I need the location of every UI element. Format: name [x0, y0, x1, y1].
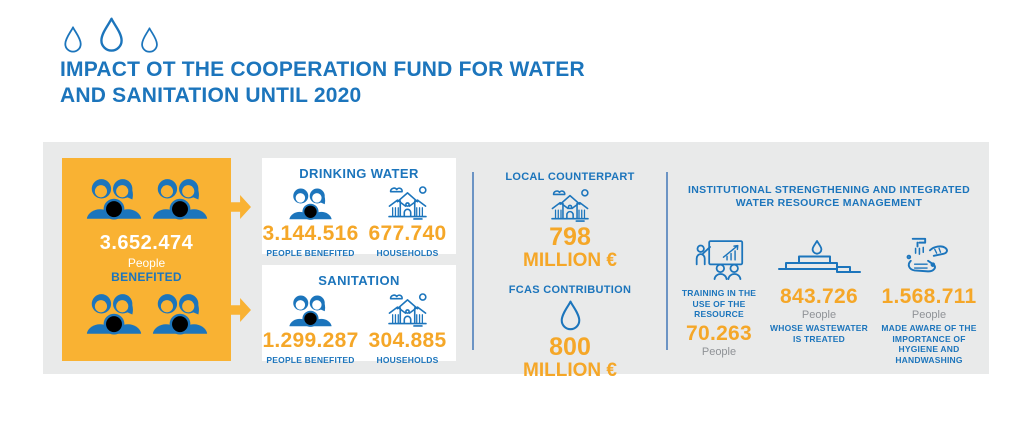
vertical-divider	[666, 172, 668, 350]
fcas-contribution-unit: MILLION €	[523, 360, 617, 381]
page-title-line1: IMPACT OT THE COOPERATION FUND FOR WATER	[60, 58, 585, 81]
funding-column: LOCAL COUNTERPART 798 MILLION € FCAS CON…	[495, 142, 645, 381]
drinking-water-households-value: 677.740	[368, 222, 447, 245]
people-group-icons-row	[85, 176, 209, 222]
institutional-title: INSTITUTIONAL STRENGTHENING AND INTEGRAT…	[673, 184, 985, 210]
vertical-divider	[472, 172, 474, 350]
wastewater-label: WHOSE WASTEWATER IS TREATED	[770, 323, 868, 344]
drinking-water-households-label: HOUSEHOLDS	[376, 248, 439, 258]
people-group-icons-row	[85, 291, 209, 337]
sanitation-people-label: PEOPLE BENEFITED	[266, 355, 355, 365]
sanitation-households-label: HOUSEHOLDS	[376, 355, 439, 365]
page-title-line2: AND SANITATION UNTIL 2020	[60, 84, 362, 107]
training-label: TRAINING IN THE USE OF THE RESOURCE	[681, 288, 757, 319]
water-drop-icon	[141, 27, 158, 53]
handwashing-icon	[906, 237, 948, 273]
local-counterpart-unit: MILLION €	[523, 250, 617, 271]
drinking-water-households-stat: 677.740 HOUSEHOLDS	[359, 184, 456, 258]
beneficiaries-box: 3.652.474 People BENEFITED	[62, 158, 231, 361]
sanitation-households-stat: 304.885 HOUSEHOLDS	[359, 291, 456, 365]
people-group-icon	[152, 179, 207, 220]
people-group-icon	[289, 188, 332, 220]
local-counterpart-value: 798	[549, 223, 591, 251]
beneficiaries-label: BENEFITED	[111, 270, 182, 284]
drinking-water-people-label: PEOPLE BENEFITED	[266, 248, 355, 258]
house-icon	[388, 293, 427, 327]
people-group-icon	[86, 179, 141, 220]
people-group-icon	[152, 294, 207, 335]
water-drop-icon	[64, 26, 82, 53]
wastewater-unit: People	[801, 309, 837, 321]
water-drops-logo	[62, 17, 160, 55]
fcas-contribution-title: FCAS CONTRIBUTION	[508, 284, 632, 296]
treatment-plant-icon	[778, 240, 861, 273]
beneficiaries-value: 3.652.474	[99, 232, 194, 254]
hygiene-value: 1.568.711	[881, 285, 977, 308]
sanitation-title: SANITATION	[318, 273, 400, 288]
house-icon	[551, 189, 589, 222]
institutional-title-line2: WATER RESOURCE MANAGEMENT	[735, 197, 923, 209]
drinking-water-box: DRINKING WATER 3.144.516 PEOPLE BENEFITE…	[262, 158, 456, 258]
drinking-water-people-stat: 3.144.516 PEOPLE BENEFITED	[262, 184, 359, 258]
sanitation-box: SANITATION 1.299.287 PEOPLE BENEFITED	[262, 265, 456, 365]
house-icon	[388, 186, 427, 220]
people-group-icon	[289, 295, 332, 327]
wastewater-stat: 843.726 People WHOSE WASTEWATER IS TREAT…	[765, 234, 873, 365]
sanitation-people-value: 1.299.287	[262, 329, 359, 352]
arrow-right-icon	[230, 298, 251, 322]
arrow-right-icon	[230, 195, 251, 219]
trainer-presentation-icon	[695, 240, 744, 280]
sanitation-households-value: 304.885	[368, 329, 447, 352]
water-drop-icon	[560, 300, 580, 331]
training-value: 70.263	[685, 321, 753, 345]
institutional-section: INSTITUTIONAL STRENGTHENING AND INTEGRAT…	[673, 184, 985, 365]
beneficiaries-unit: People	[127, 256, 166, 270]
infographic-panel: 3.652.474 People BENEFITED	[43, 142, 989, 381]
institutional-title-line1: INSTITUTIONAL STRENGTHENING AND INTEGRAT…	[688, 184, 970, 196]
hygiene-label: MADE AWARE OF THE IMPORTANCE OF HYGIENE …	[881, 323, 977, 365]
training-unit: People	[701, 345, 737, 358]
drinking-water-people-value: 3.144.516	[262, 222, 359, 245]
page-title: IMPACT OT THE COOPERATION FUND FOR WATER…	[60, 57, 620, 109]
people-group-icon	[86, 294, 141, 335]
drinking-water-title: DRINKING WATER	[299, 166, 419, 181]
hygiene-stat: 1.568.711 People MADE AWARE OF THE IMPOR…	[873, 234, 985, 365]
sanitation-people-stat: 1.299.287 PEOPLE BENEFITED	[262, 291, 359, 365]
training-stat: TRAINING IN THE USE OF THE RESOURCE 70.2…	[673, 234, 765, 365]
local-counterpart-title: LOCAL COUNTERPART	[505, 171, 635, 183]
wastewater-value: 843.726	[779, 285, 858, 308]
fcas-contribution-value: 800	[549, 333, 591, 361]
hygiene-unit: People	[911, 309, 947, 321]
water-drop-icon	[100, 17, 123, 52]
